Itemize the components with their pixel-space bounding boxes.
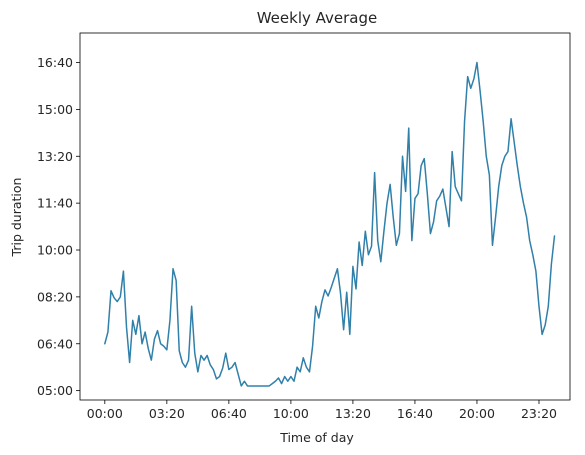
- y-tick-label: 05:00: [37, 383, 73, 398]
- y-tick-label: 13:20: [37, 149, 73, 164]
- data-series-group: [104, 61, 556, 387]
- x-tick-label: 03:20: [149, 406, 185, 421]
- x-tick-label: 00:00: [87, 406, 123, 421]
- x-tick-label: 06:40: [211, 406, 247, 421]
- y-tick-label: 16:40: [37, 55, 73, 70]
- x-axis-label: Time of day: [279, 430, 354, 445]
- x-tick-label: 16:40: [397, 406, 433, 421]
- y-axis-ticks: 05:00 06:40 08:20 10:00 11:40 13:20 15:00 16:40: [37, 55, 80, 398]
- plot-frame: [79, 32, 571, 401]
- y-tick-label: 08:20: [37, 289, 73, 304]
- axes-frame: [79, 32, 571, 401]
- y-axis-label: Trip duration: [9, 178, 24, 258]
- series-line-0: [104, 61, 556, 387]
- x-tick-label: 20:00: [459, 406, 495, 421]
- y-tick-label: 10:00: [37, 243, 73, 258]
- x-tick-label: 13:20: [335, 406, 371, 421]
- y-tick-label: 06:40: [37, 336, 73, 351]
- x-axis-ticks: 00:00 03:20 06:40 10:00 13:20 16:40 20:00 23:20: [87, 400, 557, 421]
- y-tick-label: 11:40: [37, 196, 73, 211]
- x-tick-label: 10:00: [273, 406, 309, 421]
- chart-title: Weekly Average: [257, 9, 378, 27]
- x-tick-label: 23:20: [521, 406, 557, 421]
- y-tick-label: 15:00: [37, 102, 73, 117]
